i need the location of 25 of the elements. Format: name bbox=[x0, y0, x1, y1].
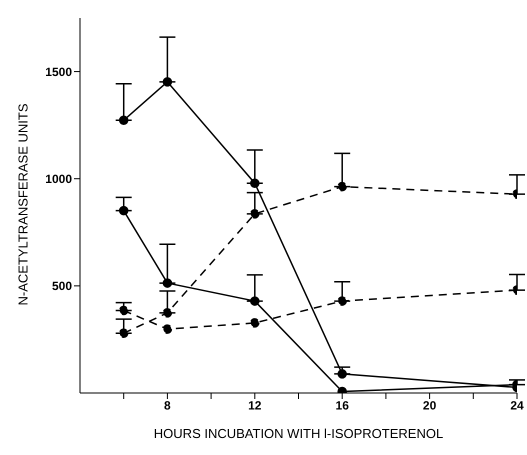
x-tick-label: 16 bbox=[336, 398, 350, 413]
point bbox=[162, 308, 172, 318]
point bbox=[337, 369, 347, 379]
point bbox=[250, 318, 260, 328]
point bbox=[337, 182, 347, 192]
y-tick-label: 500 bbox=[52, 279, 72, 294]
x-tick-label: 12 bbox=[248, 398, 262, 413]
point bbox=[118, 206, 128, 216]
point bbox=[118, 328, 128, 338]
point bbox=[250, 178, 260, 188]
x-tick-label: 24 bbox=[510, 398, 524, 413]
y-tick-label: 1500 bbox=[45, 64, 72, 79]
point bbox=[118, 115, 128, 125]
point bbox=[250, 209, 260, 219]
point bbox=[118, 306, 128, 316]
point bbox=[250, 296, 260, 306]
y-tick-label: 1000 bbox=[45, 172, 72, 186]
point bbox=[162, 278, 172, 288]
x-axis-title: HOURS INCUBATION WITH l-ISOPROTERENOL bbox=[154, 426, 444, 441]
point bbox=[162, 77, 172, 87]
point bbox=[162, 324, 172, 334]
y-axis-title: N-ACETYLTRANSFERASE UNITS bbox=[16, 103, 31, 306]
point bbox=[337, 296, 347, 306]
x-tick-label: 8 bbox=[164, 398, 172, 413]
x-tick-label: 20 bbox=[422, 398, 437, 413]
